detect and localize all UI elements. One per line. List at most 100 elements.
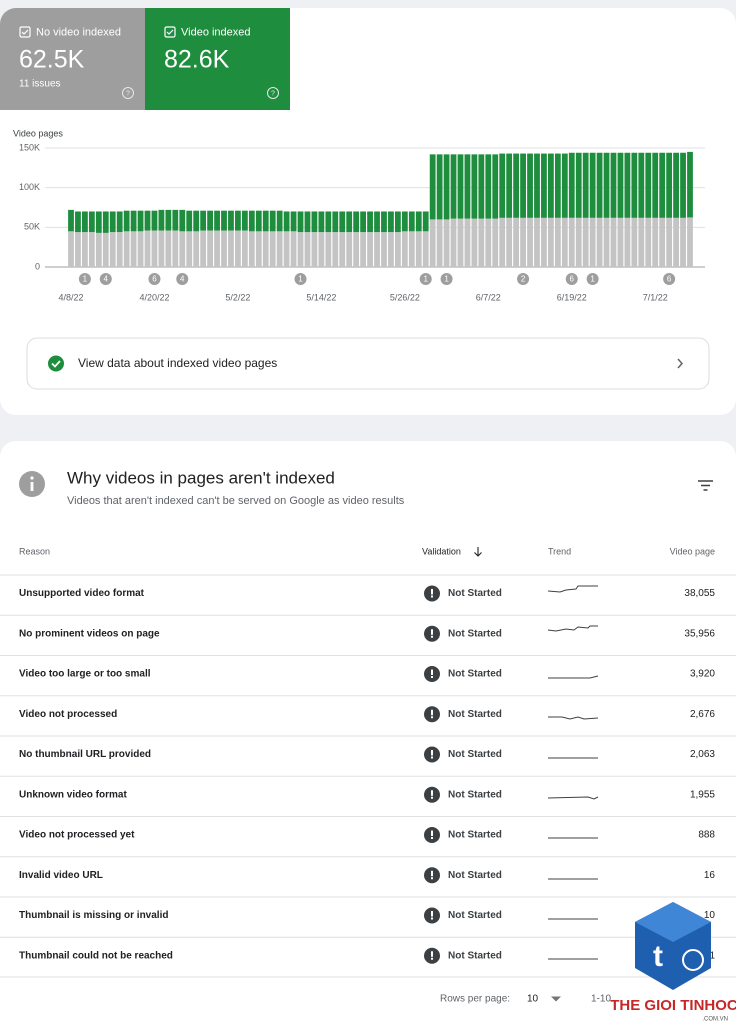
bar: [172, 209, 179, 231]
bar: [603, 152, 610, 218]
rows-select[interactable]: 10: [527, 994, 539, 1005]
bar: [534, 217, 540, 267]
bar: [68, 231, 74, 267]
help-icon[interactable]: [122, 87, 134, 99]
annotation-marker[interactable]: [517, 273, 530, 285]
status-glyph: [431, 951, 433, 957]
video-pages: 1,955: [690, 789, 715, 800]
annotation-marker[interactable]: [148, 273, 161, 285]
no-index-tile[interactable]: [0, 8, 145, 110]
status: Not Started: [448, 830, 502, 841]
bar: [582, 152, 589, 218]
bar: [158, 209, 165, 231]
bar: [610, 217, 617, 267]
annotation-marker[interactable]: [419, 273, 432, 285]
tile-label: Video indexed: [181, 26, 251, 38]
annotation-marker[interactable]: [663, 273, 676, 285]
bar: [388, 211, 394, 233]
bar: [165, 209, 172, 231]
chart: 0 50K 100K 150K 4/8/22 4/20/22 5/2/22 5/14/22 5/…: [19, 142, 705, 302]
bar: [492, 218, 499, 267]
annotation-label: 6: [152, 275, 157, 284]
watermark-globe: [682, 949, 704, 971]
status: Not Started: [448, 749, 502, 760]
annotation-label: 1: [590, 275, 595, 284]
table-row[interactable]: [0, 857, 736, 897]
reason: Thumbnail is missing or invalid: [19, 910, 168, 921]
bar: [304, 232, 311, 267]
reason: Video not processed yet: [19, 830, 135, 841]
section-subtitle: Videos that aren't indexed can't be serv…: [67, 495, 405, 507]
indexed-tile[interactable]: [145, 8, 290, 110]
bar: [102, 232, 109, 267]
bar: [158, 230, 165, 267]
bar: [360, 232, 367, 267]
reason: Unsupported video format: [19, 588, 145, 599]
annotation-marker[interactable]: [294, 273, 307, 285]
bar: [123, 231, 130, 267]
video-pages: 16: [704, 870, 716, 881]
checkbox[interactable]: [164, 26, 176, 38]
bar: [255, 231, 262, 267]
video-pages: 2,676: [690, 709, 715, 720]
dropdown-arrow[interactable]: [551, 996, 561, 1002]
filter-icon[interactable]: [698, 480, 713, 491]
bar: [547, 153, 554, 218]
bar: [207, 230, 214, 267]
watermark-domain: .COM.VN: [702, 1017, 728, 1023]
bar: [673, 152, 679, 218]
bar: [520, 217, 526, 267]
status: Not Started: [448, 789, 502, 800]
bar: [130, 210, 137, 232]
bar: [123, 210, 130, 232]
annotation-marker[interactable]: [440, 273, 453, 285]
tile-value: 82.6K: [164, 46, 230, 74]
bar: [499, 153, 506, 218]
tile-note: 11 issues: [19, 79, 61, 90]
bar: [422, 211, 429, 232]
bar: [311, 232, 318, 267]
check: [51, 360, 61, 368]
bar: [235, 230, 241, 267]
bar: [638, 152, 645, 218]
help-icon[interactable]: [267, 87, 279, 99]
bar: [276, 231, 283, 267]
bar: [617, 152, 624, 218]
bar: [207, 210, 214, 231]
x-tick-label: 7/1/22: [643, 292, 668, 302]
video-pages: 1: [709, 950, 715, 961]
bar: [652, 152, 659, 218]
reason: Video not processed: [19, 709, 117, 720]
annotation-marker[interactable]: [565, 273, 578, 285]
table-body: Unsupported video format Not Started 38,05…: [0, 574, 736, 978]
status: Not Started: [448, 628, 502, 639]
bar: [200, 210, 207, 231]
bar: [680, 217, 686, 267]
bar: [547, 217, 554, 267]
annotation-marker[interactable]: [99, 273, 112, 285]
annotation-marker[interactable]: [176, 273, 189, 285]
bar: [624, 217, 631, 267]
column-header[interactable]: Validation: [422, 546, 461, 556]
annotation-marker[interactable]: [586, 273, 599, 285]
bar: [478, 218, 485, 267]
bar: [109, 211, 116, 233]
annotation-marker[interactable]: [78, 273, 91, 285]
bar: [541, 153, 547, 218]
bar: [102, 211, 109, 233]
checkbox[interactable]: [19, 26, 31, 38]
bar: [408, 231, 415, 267]
status: Not Started: [448, 669, 502, 680]
link-text[interactable]: View data about indexed video pages: [78, 356, 277, 370]
bar: [561, 153, 568, 218]
status: Not Started: [448, 910, 502, 921]
bar: [311, 211, 318, 233]
bar: [464, 218, 471, 267]
help-glyph: ?: [271, 90, 275, 97]
bar: [88, 232, 95, 267]
annotation-label: 1: [298, 275, 303, 284]
status: Not Started: [448, 870, 502, 881]
bar: [137, 210, 144, 232]
watermark-glyph: t: [653, 940, 663, 973]
link-box[interactable]: [26, 337, 710, 390]
